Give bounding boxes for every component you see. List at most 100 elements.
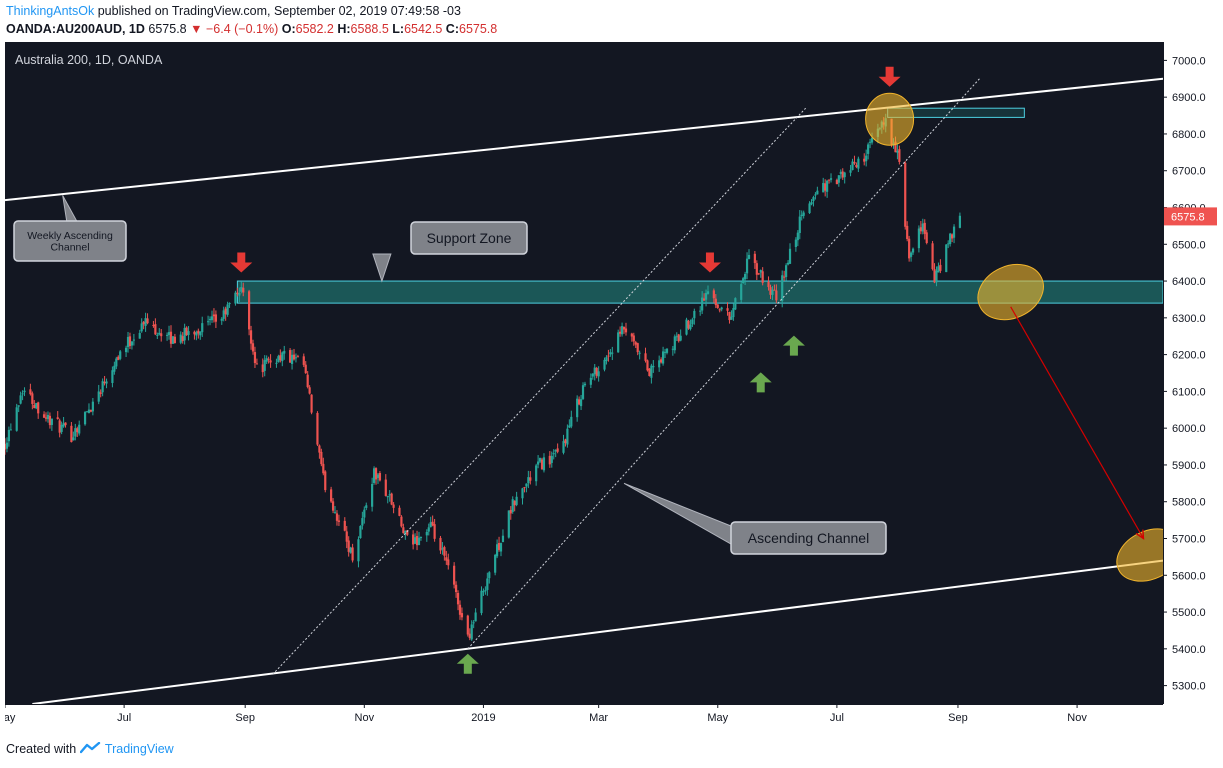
candle-body: [909, 252, 913, 257]
last-price-label: 6575.8: [1171, 211, 1205, 223]
candle-body: [769, 287, 772, 295]
candle-body: [222, 310, 225, 319]
candle-body: [470, 624, 473, 640]
candle-body: [496, 544, 499, 557]
candle-body: [226, 304, 229, 315]
candle-body: [468, 633, 471, 639]
candle-body: [650, 365, 653, 378]
candle-body: [523, 487, 526, 489]
candle-body: [398, 507, 401, 516]
candle-body: [316, 412, 319, 445]
svg-text:Channel: Channel: [50, 241, 89, 253]
candle-body: [318, 445, 321, 453]
candle-body: [292, 354, 296, 360]
candle-body: [183, 327, 186, 341]
candle-body: [839, 171, 842, 174]
candle-body: [390, 493, 393, 505]
candle-body: [167, 332, 171, 335]
candle-body: [755, 263, 758, 275]
candle-body: [552, 453, 555, 455]
candle-body: [644, 353, 647, 361]
candle-body: [83, 412, 87, 425]
candle-body: [296, 356, 300, 358]
tradingview-link[interactable]: TradingView: [104, 742, 174, 756]
candle-body: [515, 496, 518, 505]
candle-body: [699, 310, 702, 312]
tradingview-logo-icon: [79, 741, 100, 754]
candle-body: [101, 381, 104, 393]
chart-area[interactable]: Weekly Ascending Channel Support Zone Ascen…: [0, 42, 1217, 730]
candle-body: [482, 591, 485, 593]
candle-body: [173, 336, 176, 343]
low-value: 6542.5: [404, 22, 443, 36]
candle-body: [771, 289, 774, 295]
candle-body: [484, 590, 487, 592]
candle-body: [726, 308, 729, 311]
candle-body: [826, 180, 829, 192]
candle-body: [867, 144, 870, 154]
created-with-text: Created with: [6, 742, 77, 756]
last-value: 6575.8: [148, 22, 187, 36]
candle-body: [579, 399, 583, 407]
candle-body: [72, 437, 75, 441]
highlight-ellipse-1: [865, 92, 915, 146]
candle-body: [453, 565, 456, 585]
candle-body: [158, 332, 161, 335]
candle-body: [863, 158, 866, 162]
svg-text:Weekly Ascending: Weekly Ascending: [27, 230, 113, 242]
candle-body: [197, 330, 200, 334]
candle-body: [767, 281, 770, 288]
candle-body: [716, 304, 719, 308]
candle-body: [169, 331, 173, 344]
author-link[interactable]: ThinkingAntsOk: [6, 4, 95, 18]
candle-body: [33, 404, 36, 409]
candle-body: [97, 391, 100, 402]
candle-body: [816, 190, 819, 195]
candle-body: [597, 371, 600, 377]
candle-body: [85, 411, 89, 413]
candle-body: [540, 459, 544, 470]
candle-body: [441, 548, 444, 550]
candle-body: [564, 439, 567, 444]
low-label: L:: [392, 22, 405, 36]
candle-body: [277, 356, 280, 363]
candle-body: [720, 307, 723, 310]
candle-body: [251, 343, 255, 352]
candle-body: [289, 350, 292, 363]
candle-body: [160, 333, 163, 337]
candle-body: [255, 363, 259, 365]
candle-body: [673, 336, 676, 351]
candle-body: [904, 162, 907, 227]
candle-body: [103, 381, 106, 384]
x-tick-label: Nov: [355, 712, 375, 724]
candle-body: [474, 612, 477, 622]
candle-body: [146, 318, 149, 324]
candle-body: [19, 395, 22, 404]
candle-body: [747, 254, 751, 259]
candle-body: [425, 531, 428, 536]
candle-body: [783, 276, 786, 278]
candle-body: [814, 194, 817, 196]
candle-body: [91, 401, 94, 412]
candle-body: [115, 358, 118, 367]
candle-body: [857, 158, 860, 169]
candle-body: [372, 468, 376, 483]
candle-body: [349, 547, 352, 553]
candle-body: [351, 547, 354, 561]
footer: Created with TradingView: [6, 741, 174, 756]
candle-body: [865, 155, 868, 162]
candle-body: [363, 509, 366, 518]
candle-body: [548, 455, 551, 465]
candle-body: [566, 428, 569, 445]
candle-body: [171, 336, 175, 344]
candle-body: [76, 428, 79, 433]
candle-body: [472, 622, 475, 624]
candle-body: [117, 356, 120, 360]
candle-body: [267, 358, 270, 360]
candle-body: [105, 381, 108, 384]
candle-body: [201, 323, 204, 333]
y-tick-label: 5300.0: [1172, 681, 1206, 693]
candle-body: [950, 234, 954, 239]
high-value: 6588.5: [350, 22, 389, 36]
